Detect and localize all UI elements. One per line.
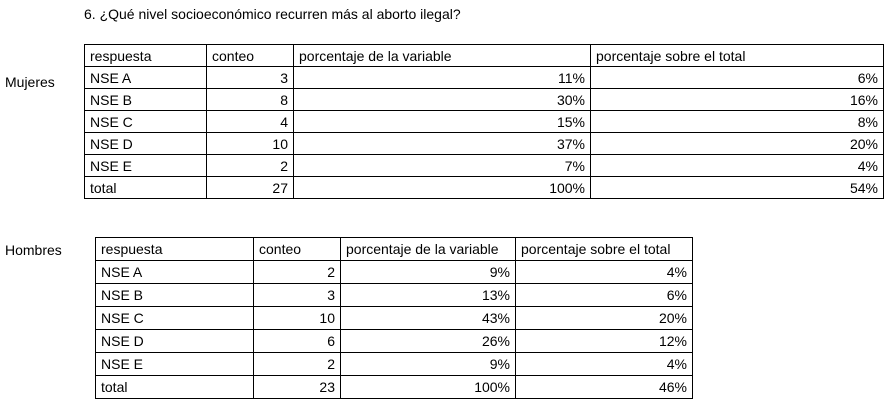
column-header-respuesta: respuesta xyxy=(95,237,254,261)
column-header-conteo: conteo xyxy=(253,237,341,261)
table-row: NSE B 3 13% 6% xyxy=(95,283,693,307)
table-cell: NSE D xyxy=(95,329,254,353)
table-cell: 30% xyxy=(293,88,591,111)
table-cell: 46% xyxy=(515,375,693,399)
table-cell: 9% xyxy=(340,260,516,284)
total-row: total 23 100% 46% xyxy=(95,375,693,399)
column-header-porcentaje-total: porcentaje sobre el total xyxy=(515,237,693,261)
table-cell: NSE E xyxy=(84,154,207,177)
table-cell: total xyxy=(95,375,254,399)
mujeres-table: respuesta conteo porcentaje de la variab… xyxy=(84,44,884,199)
table-cell: 26% xyxy=(340,329,516,353)
table-group-label-mujeres: Mujeres xyxy=(5,74,55,90)
table-cell: 8 xyxy=(206,88,294,111)
table-cell: 23 xyxy=(253,375,341,399)
table-cell: 10 xyxy=(253,306,341,330)
column-header-porcentaje-variable: porcentaje de la variable xyxy=(293,44,591,67)
table-row: NSE E 2 9% 4% xyxy=(95,352,693,376)
table-cell: 100% xyxy=(340,375,516,399)
total-row: total 27 100% 54% xyxy=(84,176,884,199)
table-cell: 2 xyxy=(253,260,341,284)
table-row: NSE A 3 11% 6% xyxy=(84,66,884,89)
table-cell: 7% xyxy=(293,154,591,177)
table-cell: 6 xyxy=(253,329,341,353)
table-cell: NSE B xyxy=(84,88,207,111)
table-cell: 43% xyxy=(340,306,516,330)
table-cell: 4 xyxy=(206,110,294,133)
table-group-label-hombres: Hombres xyxy=(5,242,62,258)
table-cell: 27 xyxy=(206,176,294,199)
table-cell: 4% xyxy=(590,154,884,177)
table-cell: 37% xyxy=(293,132,591,155)
table-row: NSE C 4 15% 8% xyxy=(84,110,884,133)
table-cell: 3 xyxy=(206,66,294,89)
table-cell: 10 xyxy=(206,132,294,155)
table-cell: 6% xyxy=(590,66,884,89)
table-cell: 54% xyxy=(590,176,884,199)
header-row: respuesta conteo porcentaje de la variab… xyxy=(95,237,693,261)
hombres-table: respuesta conteo porcentaje de la variab… xyxy=(95,237,693,399)
table-cell: 4% xyxy=(515,352,693,376)
table-cell: 12% xyxy=(515,329,693,353)
table-row: NSE D 10 37% 20% xyxy=(84,132,884,155)
column-header-respuesta: respuesta xyxy=(84,44,207,67)
table-row: NSE A 2 9% 4% xyxy=(95,260,693,284)
table-cell: 15% xyxy=(293,110,591,133)
table-cell: 2 xyxy=(206,154,294,177)
table-cell: 20% xyxy=(515,306,693,330)
table-cell: NSE C xyxy=(95,306,254,330)
table-cell: NSE B xyxy=(95,283,254,307)
table-row: NSE C 10 43% 20% xyxy=(95,306,693,330)
table-cell: 6% xyxy=(515,283,693,307)
header-row: respuesta conteo porcentaje de la variab… xyxy=(84,44,884,67)
table-cell: NSE A xyxy=(95,260,254,284)
table-cell: 11% xyxy=(293,66,591,89)
table-row: NSE B 8 30% 16% xyxy=(84,88,884,111)
table-cell: NSE D xyxy=(84,132,207,155)
table-cell: 20% xyxy=(590,132,884,155)
question-title: 6. ¿Qué nivel socioeconómico recurren má… xyxy=(84,6,461,22)
table-cell: total xyxy=(84,176,207,199)
column-header-porcentaje-variable: porcentaje de la variable xyxy=(340,237,516,261)
table-cell: 3 xyxy=(253,283,341,307)
column-header-porcentaje-total: porcentaje sobre el total xyxy=(590,44,884,67)
table-cell: 4% xyxy=(515,260,693,284)
table-row: NSE D 6 26% 12% xyxy=(95,329,693,353)
table-cell: 9% xyxy=(340,352,516,376)
table-cell: 2 xyxy=(253,352,341,376)
table-cell: 13% xyxy=(340,283,516,307)
column-header-conteo: conteo xyxy=(206,44,294,67)
table-cell: 100% xyxy=(293,176,591,199)
table-cell: NSE E xyxy=(95,352,254,376)
table-cell: 8% xyxy=(590,110,884,133)
table-row: NSE E 2 7% 4% xyxy=(84,154,884,177)
table-cell: 16% xyxy=(590,88,884,111)
table-cell: NSE C xyxy=(84,110,207,133)
table-cell: NSE A xyxy=(84,66,207,89)
